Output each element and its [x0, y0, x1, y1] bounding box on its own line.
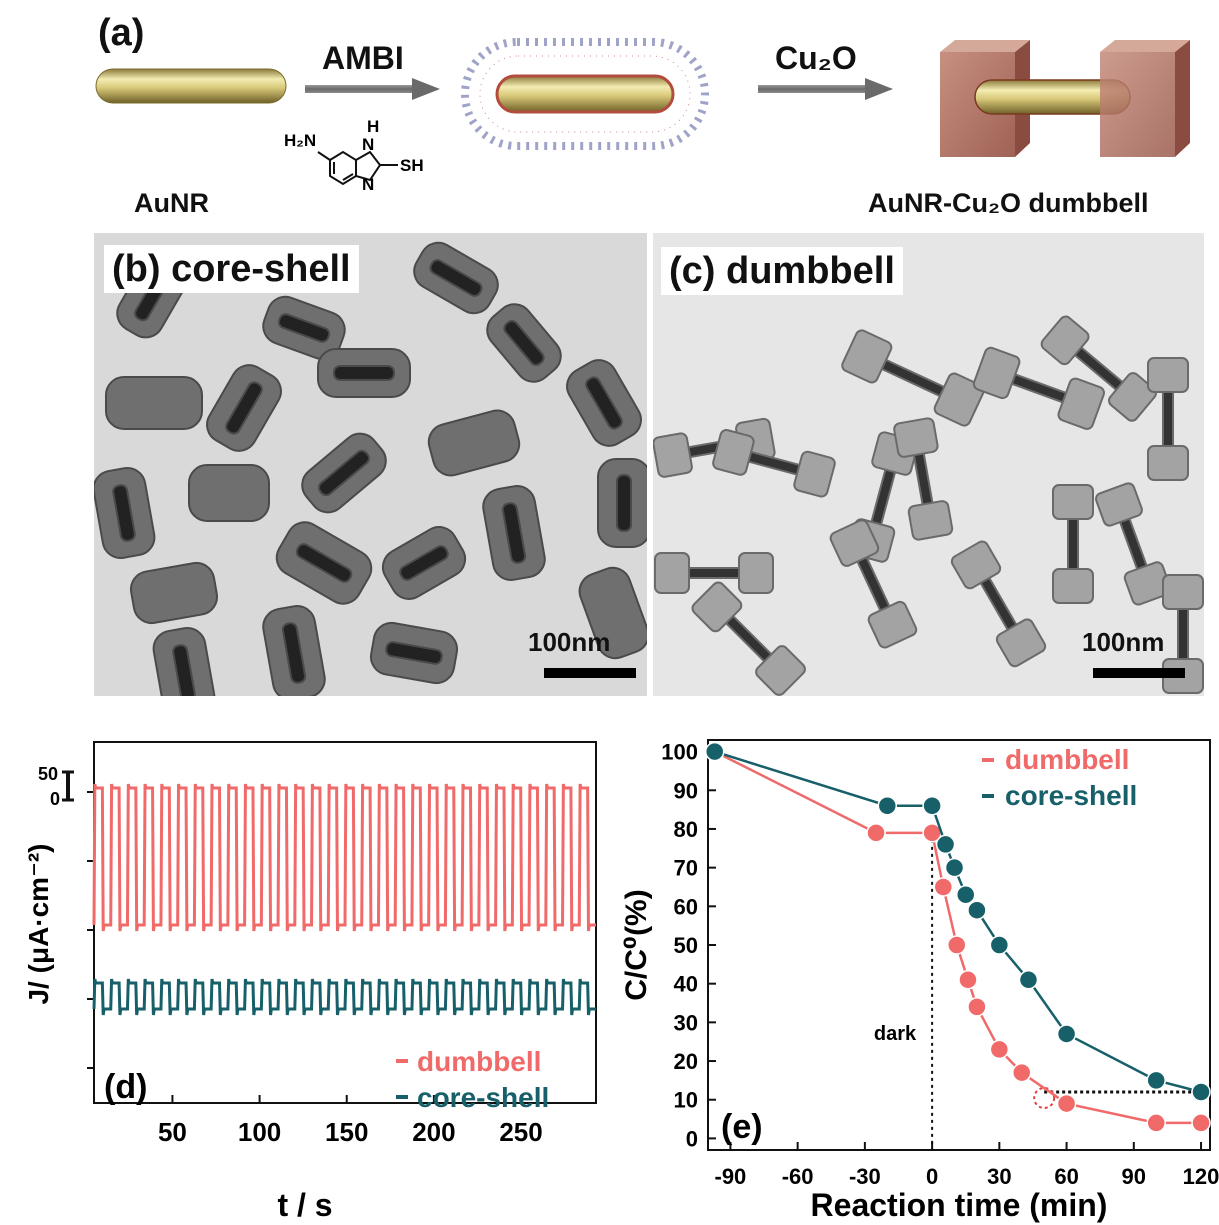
x-tick-label-d: 100: [238, 1117, 281, 1147]
start-label: AuNR: [134, 188, 209, 218]
data-point-dumbbell: [1191, 1113, 1211, 1133]
y-tick-label-e: 20: [674, 1049, 698, 1074]
x-tick-label-e: 90: [1122, 1164, 1146, 1189]
step1-reagent: AMBI: [322, 40, 404, 76]
data-point-dumbbell: [1056, 1093, 1077, 1114]
x-tick-label-d: 150: [325, 1117, 368, 1147]
core-shell-particles: [94, 233, 647, 696]
molecule-sh: SH: [400, 156, 424, 175]
step2-reagent: Cu₂O: [775, 40, 857, 76]
data-point-dumbbell: [989, 1039, 1010, 1060]
x-tick-label-e: 0: [926, 1164, 938, 1189]
x-tick-label-e: -90: [715, 1164, 747, 1189]
dark-annotation: dark: [874, 1023, 917, 1045]
x-tick-label-d: 250: [499, 1117, 542, 1147]
tem-image-dumbbell: (c) dumbbell 100nm: [653, 233, 1204, 696]
dumbbell-scheme: [940, 40, 1190, 157]
x-axis-label-d: t / s: [277, 1187, 332, 1223]
y-tick-label-e: 0: [686, 1126, 698, 1151]
legend-label-core-shell-d: core-shell: [417, 1082, 549, 1113]
ambi-molecule: [317, 150, 398, 186]
y-tick-label-e: 60: [674, 894, 698, 919]
x-tick-label-e: 30: [987, 1164, 1011, 1189]
aunr-rod: [95, 68, 287, 104]
arrow-1: [305, 78, 440, 100]
data-point-core-shell: [1191, 1082, 1211, 1102]
panel-d-label: (d): [104, 1068, 147, 1106]
dumbbell-particles: [653, 233, 1204, 696]
x-tick-label-e: -60: [782, 1164, 814, 1189]
comparison-marker: [1033, 1086, 1056, 1109]
scale-bar-bottom-label: 0: [50, 789, 60, 809]
x-tick-label-d: 50: [158, 1117, 187, 1147]
panel-b-scale-bar: [544, 668, 636, 678]
y-tick-label-e: 70: [674, 856, 698, 881]
panel-b-label: (b) core-shell: [104, 245, 359, 293]
data-point-dumbbell: [958, 970, 978, 990]
panel-e-label: (e): [721, 1108, 763, 1146]
y-tick-label-e: 100: [661, 740, 698, 765]
data-point-core-shell: [1018, 970, 1039, 990]
data-point-dumbbell: [1146, 1113, 1166, 1133]
molecule-n2: N: [362, 175, 374, 194]
molecule-n1: N: [362, 135, 374, 154]
y-axis-label-e: C/C⁰(%): [620, 889, 653, 1000]
data-point-core-shell: [704, 741, 725, 762]
x-axis-label-e: Reaction time (min): [811, 1187, 1108, 1223]
panel-b-scale-label: 100nm: [528, 627, 611, 657]
panel-a-label: (a): [98, 12, 145, 54]
y-tick-label-e: 80: [674, 817, 698, 842]
panel-c-scale-bar: [1093, 668, 1185, 678]
chart-e: -90 -60 -30 0 30 60 90 120 0 10 20 30 40 50 60 70 80 90 10…: [620, 739, 1219, 1223]
data-point-dumbbell: [933, 877, 954, 897]
data-point-core-shell: [955, 884, 976, 905]
x-tick-label-e: -30: [849, 1164, 881, 1189]
x-tick-label-d: 200: [412, 1117, 455, 1147]
data-point-core-shell: [967, 900, 987, 920]
y-tick-label-e: 50: [674, 933, 698, 958]
legend-label-core-shell-e: core-shell: [1005, 780, 1137, 811]
data-point-core-shell: [922, 796, 942, 816]
y-tick-label-e: 40: [674, 972, 698, 997]
tem-image-core-shell: (b) core-shell 100nm: [94, 233, 647, 696]
molecule-h: H: [367, 117, 379, 136]
legend-label-dumbbell-e: dumbbell: [1005, 744, 1129, 775]
data-point-dumbbell: [1012, 1062, 1032, 1083]
data-point-dumbbell: [866, 823, 886, 843]
molecule-h2n: H₂N: [284, 131, 316, 150]
series-line-dumbbell-d: [92, 783, 596, 932]
panel-c-scale-label: 100nm: [1082, 627, 1165, 657]
data-point-core-shell: [944, 857, 965, 878]
data-point-dumbbell: [947, 935, 967, 955]
arrow-2: [758, 78, 893, 100]
data-point-core-shell: [877, 796, 898, 816]
end-label: AuNR-Cu₂O dumbbell: [868, 188, 1149, 218]
chart-d: 50 100 150 200 250 t / s J/ (μA·cm⁻²) 50 0 (d) dum…: [23, 741, 597, 1223]
data-point-core-shell: [1056, 1024, 1077, 1044]
x-tick-label-e: 120: [1183, 1164, 1219, 1189]
scale-bar-top-label: 50: [38, 764, 58, 784]
y-tick-label-e: 30: [674, 1010, 698, 1035]
data-point-dumbbell: [967, 997, 987, 1017]
legend-label-dumbbell-d: dumbbell: [417, 1046, 541, 1077]
series-line-core-shell-d: [92, 978, 596, 1016]
data-point-core-shell: [989, 935, 1010, 955]
data-point-core-shell: [935, 834, 956, 855]
data-point-core-shell: [1146, 1070, 1166, 1091]
y-axis-label-d: J/ (μA·cm⁻²): [23, 843, 54, 1004]
x-tick-label-e: 60: [1054, 1164, 1078, 1189]
y-tick-label-e: 10: [674, 1088, 698, 1113]
ambi-coated-rod: [461, 38, 709, 150]
synthesis-scheme: H₂N H N N SH: [95, 38, 1190, 194]
y-tick-label-e: 90: [674, 778, 698, 803]
panel-c-label: (c) dumbbell: [661, 247, 903, 295]
